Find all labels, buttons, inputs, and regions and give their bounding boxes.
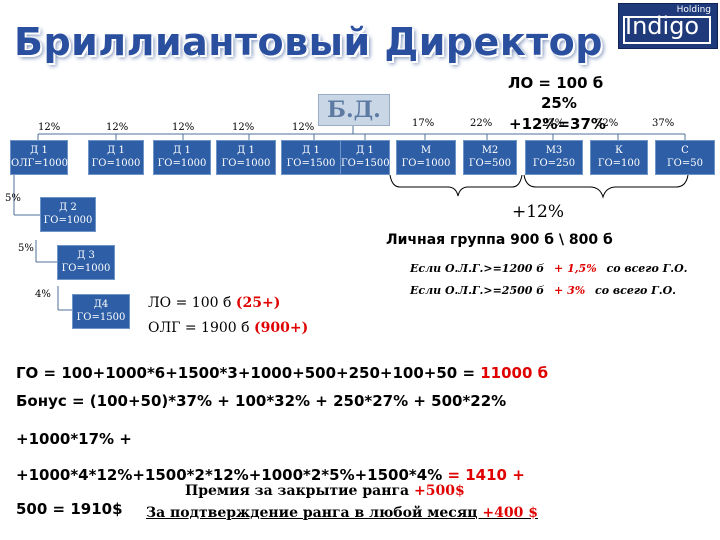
bonus-formula-line1: Бонус = (100+50)*37% + 100*32% + 250*27%… — [16, 392, 507, 410]
bonus-formula-text: +1000*4*12%+1500*2*12%+1000*2*5%+1500*4% — [16, 466, 448, 484]
pct-label: 17% — [412, 118, 435, 129]
node-name: Д 2 — [59, 202, 77, 213]
pct-label: 5% — [18, 243, 34, 254]
premium-text: За подтверждение ранга в любой месяц — [146, 505, 483, 521]
node-value: ГО=1500 — [286, 158, 336, 169]
node-value: ГО=1000 — [221, 158, 271, 169]
node-name: Д 3 — [77, 250, 95, 261]
node-value: ГО=250 — [532, 158, 576, 169]
pct-label: 32% — [596, 118, 619, 129]
node-name: Д 1 — [107, 145, 125, 156]
lo-text: ЛО = 100 б — [148, 295, 232, 311]
rule-condition: Если О.Л.Г.>=2500 б — [410, 284, 545, 297]
node-d4: Д4 ГО=1500 — [72, 294, 130, 329]
rule-bonus: + 1,5% — [554, 262, 597, 275]
pct-label: 5% — [5, 193, 21, 204]
logo-word: Indigo — [625, 12, 700, 40]
node-name: К — [615, 145, 623, 156]
node-d1: Д 1 ГО=1000 — [216, 140, 276, 175]
node-d1: Д 1 ГО=1500 — [340, 140, 390, 175]
personal-group-label: Личная группа 900 б \ 800 б — [386, 232, 613, 248]
bonus-formula-result: = 1410 + — [447, 466, 525, 484]
node-name: М3 — [545, 145, 563, 156]
top-node-bd: Б.Д. — [318, 94, 390, 126]
go-formula-result: 11000 б — [480, 364, 549, 382]
go-formula-text: ГО = 100+1000*6+1500*3+1000+500+250+100+… — [16, 364, 481, 382]
pct-label: 12% — [292, 122, 315, 133]
node-name: М2 — [481, 145, 499, 156]
pct-label: 12% — [232, 122, 255, 133]
lo-line: ЛО = 100 б (25+) — [148, 295, 280, 311]
node-m: М ГО=1000 — [396, 140, 456, 175]
rule-condition: Если О.Л.Г.>=1200 б — [410, 262, 545, 275]
node-name: Д 1 — [30, 145, 48, 156]
node-value: ГО=500 — [468, 158, 512, 169]
node-name: Д 1 — [173, 145, 191, 156]
node-value: ГО=50 — [667, 158, 703, 169]
node-d1: Д 1 ГО=1500 — [281, 140, 341, 175]
node-name: М — [420, 145, 432, 156]
premium-text: Премия за закрытие ранга — [185, 483, 414, 499]
node-name: Д4 — [93, 299, 109, 310]
node-value: ГО=1000 — [61, 263, 111, 274]
node-m3: М3 ГО=250 — [525, 140, 583, 175]
node-d1: Д 1 ГО=1000 — [88, 140, 144, 175]
pct-label: 37% — [652, 118, 675, 129]
pct-label: 4% — [35, 289, 51, 300]
rule-2: Если О.Л.Г.>=2500 б + 3% со всего Г.О. — [410, 284, 676, 297]
node-m2: М2 ГО=500 — [463, 140, 517, 175]
pct-label: 22% — [470, 118, 493, 129]
logo-holding-text: Holding — [676, 5, 711, 15]
node-name: Д 1 — [237, 145, 255, 156]
premium-value: +500$ — [413, 483, 465, 499]
pct-label: 12% — [172, 122, 195, 133]
node-value: ОЛГ=1000 — [11, 158, 68, 169]
rule-tail: со всего Г.О. — [595, 284, 677, 297]
pct-label: 12% — [106, 122, 129, 133]
bonus-formula-line3: +1000*4*12%+1500*2*12%+1000*2*5%+1500*4%… — [16, 466, 525, 484]
node-d1-olg: Д 1 ОЛГ=1000 — [10, 140, 68, 175]
node-c: С ГО=50 — [655, 140, 715, 175]
rule-1: Если О.Л.Г.>=1200 б + 1,5% со всего Г.О. — [410, 262, 688, 275]
rank-close-premium: Премия за закрытие ранга +500$ — [185, 483, 465, 499]
node-value: ГО=1000 — [401, 158, 451, 169]
rule-bonus: + 3% — [554, 284, 586, 297]
page-title: Бриллиантовый Директор — [14, 20, 603, 64]
bonus-formula-line2: +1000*17% + — [16, 430, 132, 448]
bonus-formula-total: 500 = 1910$ — [16, 500, 123, 518]
olg-text: ОЛГ = 1900 б — [148, 320, 250, 336]
rank-confirm-premium: За подтверждение ранга в любой месяц +40… — [146, 505, 538, 521]
logo-frame — [623, 16, 711, 44]
company-logo: Holding Indigo — [618, 3, 718, 49]
go-formula: ГО = 100+1000*6+1500*3+1000+500+250+100+… — [16, 364, 720, 382]
node-value: ГО=1000 — [157, 158, 207, 169]
premium-value: +400 $ — [482, 505, 538, 521]
olg-extra: (900+) — [254, 320, 309, 336]
olg-line: ОЛГ = 1900 б (900+) — [148, 320, 308, 336]
brace-bonus-label: +12% — [512, 202, 565, 222]
lo-total-percent-label: +12%=37% — [509, 115, 606, 133]
node-value: ГО=100 — [597, 158, 641, 169]
lo-percent-label: 25% — [541, 94, 577, 112]
node-k: К ГО=100 — [590, 140, 648, 175]
node-value: ГО=1000 — [91, 158, 141, 169]
node-name: С — [681, 145, 689, 156]
pct-label: 27% — [542, 118, 565, 129]
node-name: Д 1 — [356, 145, 374, 156]
node-value: ГО=1000 — [43, 215, 93, 226]
node-value: ГО=1500 — [341, 158, 390, 169]
pct-label: 12% — [38, 122, 61, 133]
lo-extra: (25+) — [235, 295, 281, 311]
node-d3: Д 3 ГО=1000 — [57, 245, 115, 280]
node-value: ГО=1500 — [76, 312, 126, 323]
node-name: Д 1 — [302, 145, 320, 156]
lo-points-label: ЛО = 100 б — [508, 74, 604, 92]
rule-tail: со всего Г.О. — [606, 262, 688, 275]
node-d1: Д 1 ГО=1000 — [153, 140, 211, 175]
node-d2: Д 2 ГО=1000 — [40, 197, 96, 232]
